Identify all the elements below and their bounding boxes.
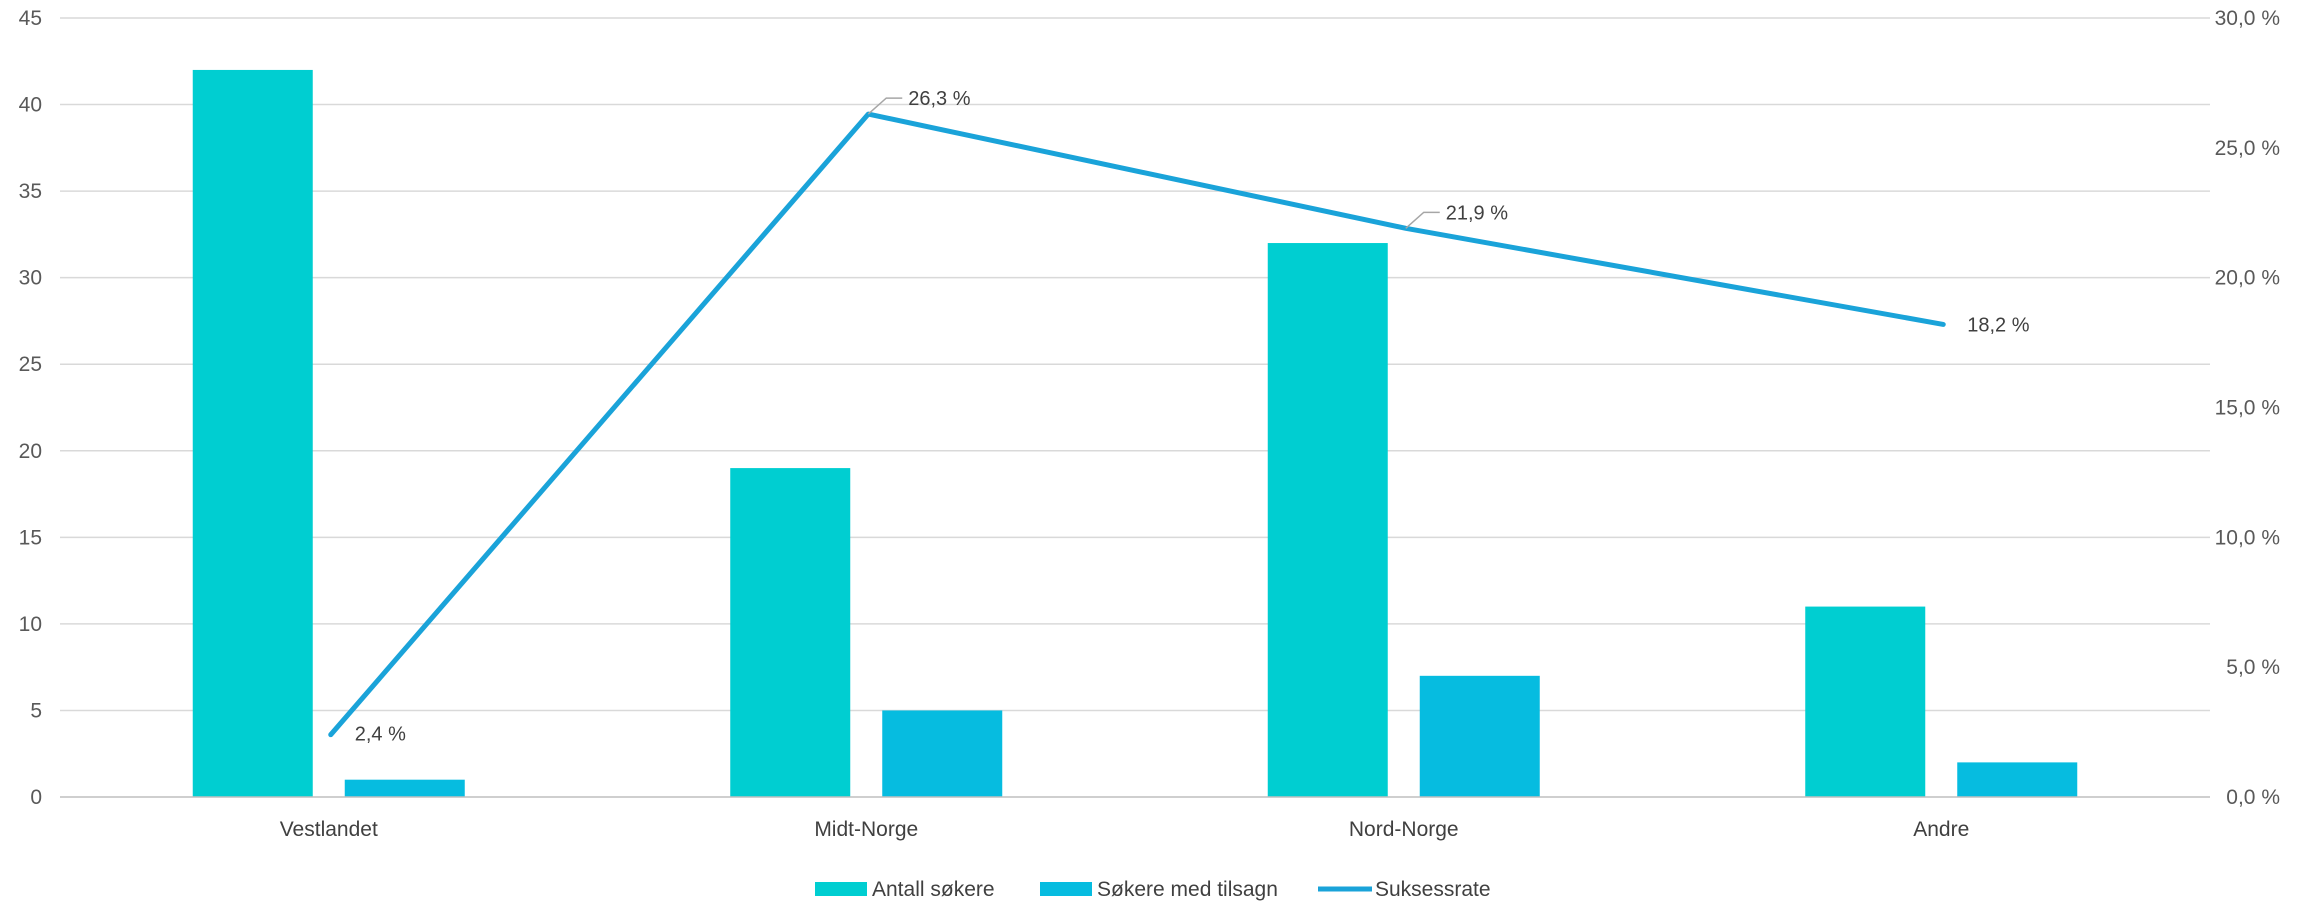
bar: [344, 779, 465, 797]
y-right-tick-label: 10,0 %: [2215, 526, 2280, 549]
leader-line: [867, 97, 903, 115]
y-left-tick-label: 25: [19, 353, 42, 376]
bar: [882, 710, 1003, 797]
bars: [192, 69, 2078, 798]
y-right-tick-label: 0,0 %: [2226, 786, 2280, 809]
legend-label: Suksessrate: [1375, 878, 1491, 901]
y-left-tick-label: 0: [30, 786, 42, 809]
y-right-tick-label: 5,0 %: [2226, 656, 2280, 679]
legend-label: Antall søkere: [872, 878, 995, 901]
y-left-tick-label: 5: [30, 699, 42, 722]
y-left-tick-label: 10: [19, 613, 42, 636]
series-line: [328, 111, 1946, 738]
y-left-tick-label: 35: [19, 180, 42, 203]
y-right-tick-label: 15,0 %: [2215, 397, 2280, 420]
x-category-label: Vestlandet: [280, 818, 378, 841]
y-left-tick-label: 45: [19, 7, 42, 30]
y-right-tick-label: 30,0 %: [2215, 7, 2280, 30]
data-labels: 2,4 % 26,3 % 21,9 % 18,2 %: [355, 88, 2030, 746]
gridlines: [60, 17, 2210, 712]
x-category-label: Andre: [1913, 818, 1969, 841]
legend-label: Søkere med tilsagn: [1097, 878, 1278, 901]
bar: [1957, 762, 2078, 797]
success-rate-line: [328, 111, 1946, 738]
bar: [192, 69, 313, 797]
x-category-label: Midt-Norge: [814, 818, 918, 841]
y-left-tick-label: 30: [19, 267, 42, 290]
y-left-tick-label: 40: [19, 94, 42, 117]
legend-swatch: [1040, 882, 1092, 896]
legend: Antall søkere Søkere med tilsagn Suksessra…: [815, 878, 1491, 901]
axes: 0 5 10 15 20 25 30 35 40 45 0,0 % 5,0 % 10,0 % 15,0 %…: [19, 7, 2280, 841]
line-data-label: 2,4 %: [355, 724, 406, 746]
bar: [730, 468, 851, 797]
bar: [1419, 675, 1540, 797]
bar: [1805, 606, 1926, 797]
y-left-tick-label: 15: [19, 526, 42, 549]
line-data-label: 26,3 %: [908, 88, 970, 110]
legend-swatch: [815, 882, 867, 896]
leader-line: [1405, 211, 1440, 229]
y-right-tick-label: 25,0 %: [2215, 137, 2280, 160]
line-data-label: 21,9 %: [1446, 202, 1508, 224]
bar: [1267, 243, 1388, 798]
line-data-label: 18,2 %: [1967, 314, 2029, 336]
x-category-label: Nord-Norge: [1349, 818, 1459, 841]
y-left-tick-label: 20: [19, 440, 42, 463]
y-right-tick-label: 20,0 %: [2215, 267, 2280, 290]
